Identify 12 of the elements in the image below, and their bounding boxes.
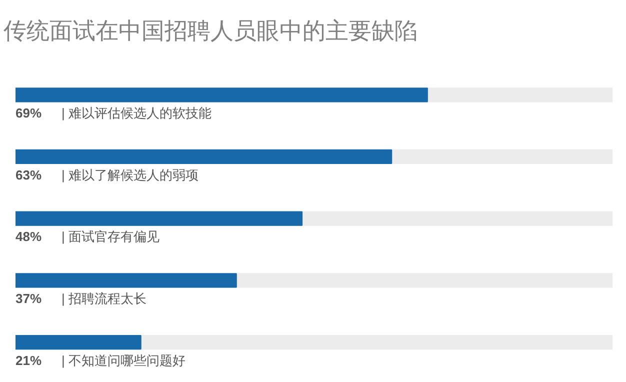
- data-label: 37%: [16, 290, 42, 306]
- y-tick-label: | 招聘流程太长: [62, 290, 146, 306]
- y-tick-label: | 难以了解候选人的弱项: [62, 167, 198, 182]
- data-label: 63%: [16, 167, 42, 182]
- chart-title: 传统面试在中国招聘人员眼中的主要缺陷: [4, 18, 418, 44]
- bar: [16, 334, 142, 350]
- y-tick-label: | 不知道问哪些问题好: [62, 352, 186, 368]
- y-tick-label: | 面试官存有偏见: [62, 229, 160, 244]
- data-label: 21%: [16, 352, 42, 368]
- data-label: 69%: [16, 105, 42, 120]
- data-label: 48%: [16, 229, 42, 244]
- y-tick-label: | 难以评估候选人的软技能: [62, 105, 212, 120]
